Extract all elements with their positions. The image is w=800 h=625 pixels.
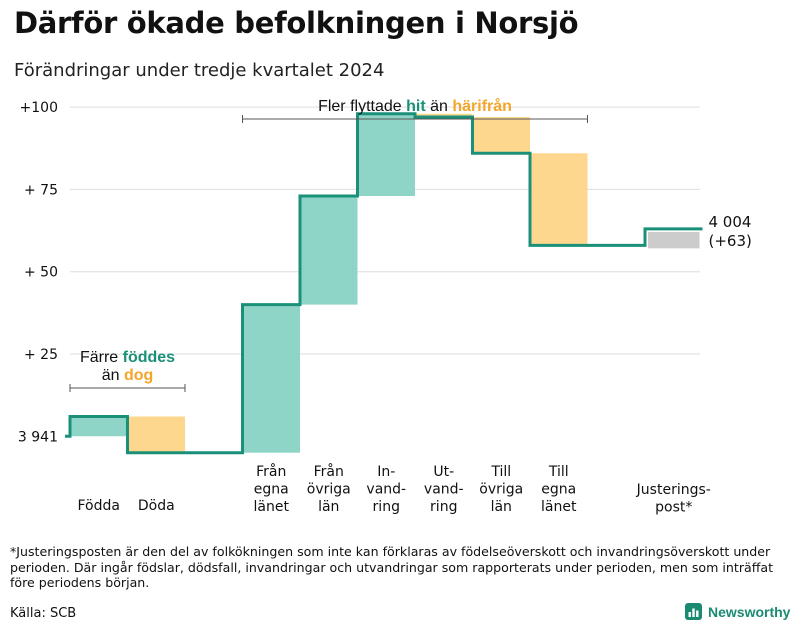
newsworthy-logo-icon (685, 603, 702, 620)
x-category-label: Från (256, 463, 286, 480)
x-category-label: Till (490, 464, 511, 480)
births-annotation-line2: än dog (102, 367, 154, 384)
waterfall-bar (127, 416, 185, 453)
x-category-label: vand- (424, 482, 464, 498)
x-category-label: län (491, 499, 512, 515)
waterfall-bar (357, 113, 415, 197)
start-value-label: 3 941 (18, 429, 58, 445)
brand-name: Newsworthy (708, 603, 791, 620)
migration-annotation: Fler flyttade hit än härifrån (318, 97, 512, 115)
waterfall-bar (415, 113, 473, 118)
waterfall-bar (70, 416, 128, 437)
waterfall-bar (648, 231, 700, 249)
x-category-label: län (318, 499, 339, 515)
waterfall-bar (242, 304, 300, 453)
annotation-text: än (102, 367, 124, 384)
brand[interactable]: Newsworthy (685, 603, 790, 620)
births-annotation-line1: Färre föddes (80, 349, 175, 366)
x-category-label: vand- (366, 482, 406, 498)
x-category-label: länet (541, 499, 577, 515)
x-category-label: Födda (78, 498, 120, 514)
x-category-label: egna (541, 482, 576, 498)
x-category-label: övriga (479, 482, 523, 498)
source-label: Källa: SCB (10, 606, 77, 621)
end-value-label: 4 004 (709, 213, 752, 231)
annotation-text: Fler flyttade (318, 98, 406, 115)
x-category-label: post* (655, 500, 692, 516)
waterfall-chart: + 25 + 50 + 75 +100 3 941 4 004(+63) Födda Död… (18, 97, 752, 516)
x-category-label: övriga (307, 482, 351, 498)
x-category-label: Ut- (433, 464, 454, 480)
waterfall-bar (472, 117, 530, 154)
annotation-text: Färre (80, 349, 123, 366)
chart-title: Därför ökade befolkningen i Norsjö (14, 6, 579, 40)
annotation-text: än (426, 98, 453, 115)
annotation-highlight: hit (406, 98, 426, 115)
x-category-label: ring (430, 499, 457, 515)
y-tick-label: + 50 (24, 265, 58, 281)
x-category-label: Från (314, 463, 344, 480)
x-category-label: egna (254, 482, 289, 498)
x-category-label: Döda (138, 498, 175, 514)
x-category-label: ring (373, 499, 400, 515)
x-category-label: länet (254, 499, 290, 515)
chart-subtitle: Förändringar under tredje kvartalet 2024 (14, 60, 385, 81)
waterfall-bar (530, 153, 588, 246)
annotation-highlight: dog (124, 367, 153, 384)
x-category-label: In- (377, 464, 395, 480)
x-category-label: Till (548, 464, 569, 480)
y-tick-label: +100 (20, 100, 58, 116)
waterfall-bar (300, 196, 358, 305)
y-tick-label: + 25 (24, 347, 58, 363)
running-total-line (65, 112, 703, 455)
annotation-highlight: härifrån (452, 97, 512, 115)
annotation-highlight: föddes (123, 349, 176, 366)
y-tick-label: + 75 (24, 182, 58, 198)
end-change-label: (+63) (709, 232, 752, 250)
x-category-label: Justerings- (636, 482, 711, 498)
footnote: *Justeringsposten är den del av folkökni… (10, 544, 774, 590)
